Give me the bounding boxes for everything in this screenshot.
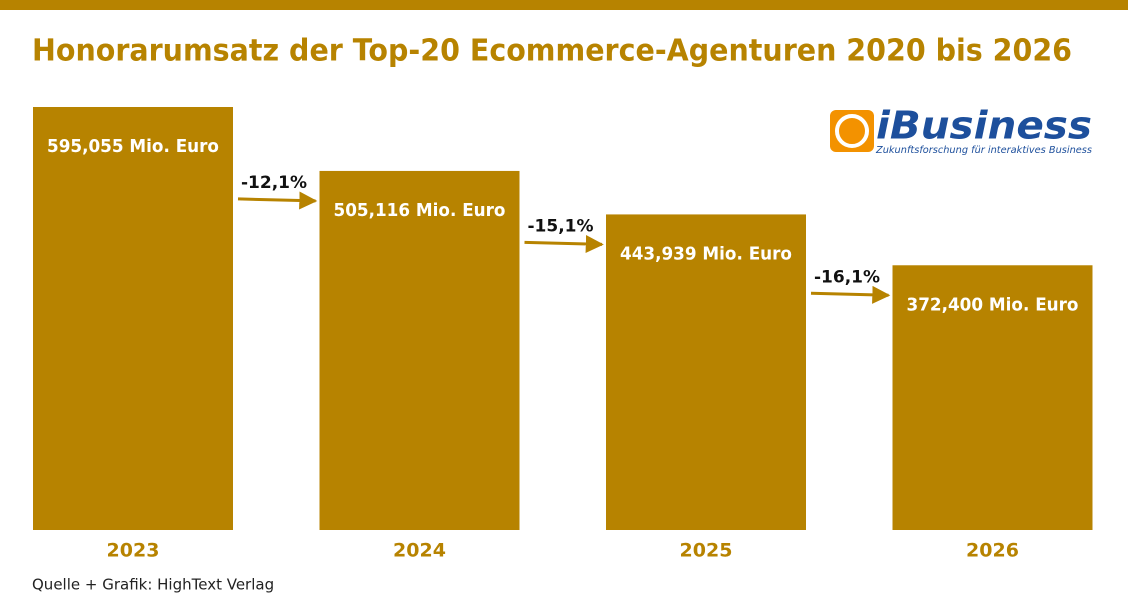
bar [606, 214, 806, 530]
logo-tagline: Zukunftsforschung für interaktives Busin… [875, 145, 1092, 156]
arrow [524, 235, 604, 254]
change-label: -12,1% [241, 173, 307, 193]
x-tick-label: 2026 [966, 540, 1019, 562]
value-label: 443,939 Mio. Euro [620, 243, 792, 264]
bar [319, 170, 520, 531]
top-stripe [0, 0, 1128, 10]
arrow [810, 285, 891, 304]
value-label: 505,116 Mio. Euro [334, 200, 506, 221]
arrow [237, 191, 318, 210]
bar [33, 107, 233, 530]
logo: iBusiness Zukunftsforschung für interakt… [830, 104, 1092, 156]
x-tick-label: 2025 [680, 540, 733, 562]
change-label: -16,1% [814, 267, 880, 287]
bar [892, 265, 1093, 530]
value-label: 595,055 Mio. Euro [47, 136, 219, 157]
x-tick-label: 2023 [107, 540, 160, 562]
source: Quelle + Grafik: HighText Verlag [32, 576, 274, 594]
change-label: -15,1% [528, 216, 594, 236]
x-tick-label: 2024 [393, 540, 446, 562]
value-label: 372,400 Mio. Euro [907, 294, 1079, 315]
logo-name: iBusiness [876, 104, 1092, 148]
chart-title: Honorarumsatz der Top-20 Ecommerce-Agent… [32, 34, 1072, 69]
logo-icon-ring [835, 114, 869, 148]
